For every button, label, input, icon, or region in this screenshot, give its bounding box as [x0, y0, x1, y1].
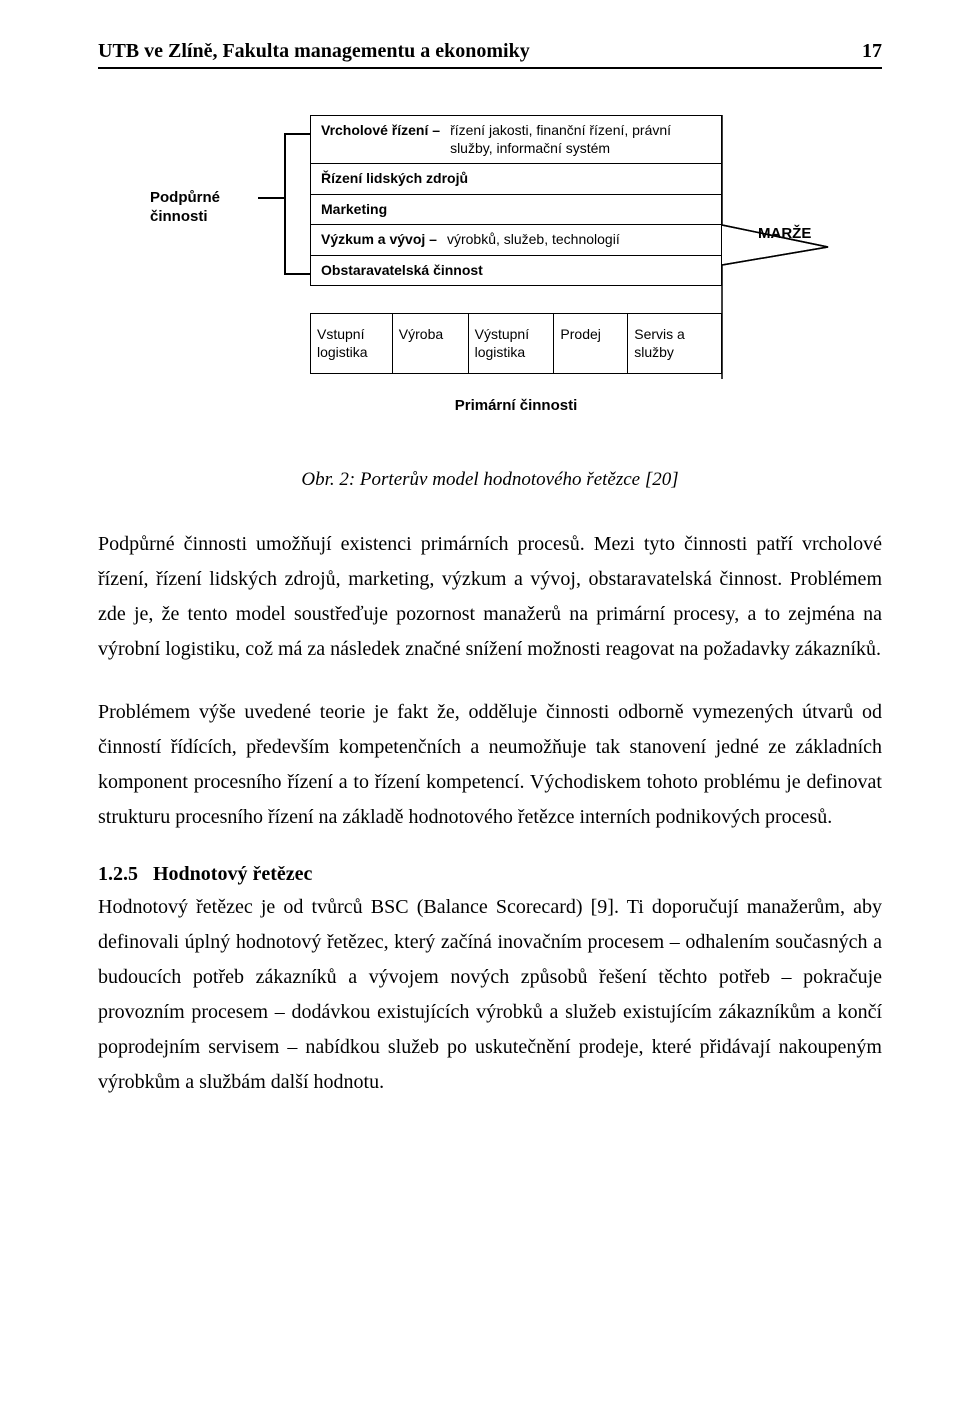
- row-key: Řízení lidských zdrojů: [321, 170, 468, 188]
- page-number: 17: [862, 40, 882, 63]
- connector-line: [258, 197, 286, 199]
- row-val: výrobků, služeb, technologií: [447, 231, 620, 249]
- support-label-line2: činnosti: [150, 208, 208, 225]
- support-row: Výzkum a vývoj – výrobků, služeb, techno…: [311, 225, 721, 256]
- primary-cell: Výroba: [393, 313, 469, 374]
- margin-label: MARŽE: [758, 225, 811, 242]
- support-row: Vrcholové řízení – řízení jakosti, finan…: [311, 116, 721, 164]
- primary-cell: Prodej: [554, 313, 628, 374]
- value-chain-diagram: Podpůrné činnosti Vrcholové řízení – říz…: [150, 97, 830, 457]
- header-institution: UTB ve Zlíně, Fakulta managementu a ekon…: [98, 40, 530, 63]
- section-title: Hodnotový řetězec: [153, 863, 312, 885]
- section-number: 1.2.5: [98, 863, 138, 885]
- row-key: Výzkum a vývoj –: [321, 231, 437, 249]
- primary-cell: Výstupní logistika: [469, 313, 555, 374]
- support-activities-block: Vrcholové řízení – řízení jakosti, finan…: [310, 115, 722, 286]
- row-key: Obstaravatelská činnost: [321, 262, 483, 280]
- connector-line: [284, 273, 310, 275]
- paragraph-3: Hodnotový řetězec je od tvůrců BSC (Bala…: [98, 890, 882, 1100]
- primary-cell: Servis a služby: [628, 313, 722, 374]
- primary-activities-row: Vstupní logistika Výroba Výstupní logist…: [310, 313, 722, 374]
- row-key: Vrcholové řízení –: [321, 122, 440, 157]
- paragraph-2: Problémem výše uvedené teorie je fakt že…: [98, 695, 882, 835]
- figure-caption: Obr. 2: Porterův model hodnotového řetěz…: [98, 469, 882, 491]
- support-row: Marketing: [311, 195, 721, 226]
- connector-line: [284, 197, 286, 273]
- support-row: Obstaravatelská činnost: [311, 256, 721, 286]
- connector-line: [284, 133, 310, 135]
- support-activities-label: Podpůrné činnosti: [150, 189, 260, 227]
- primary-activities-label: Primární činnosti: [310, 397, 722, 414]
- paragraph-1: Podpůrné činnosti umožňují existenci pri…: [98, 527, 882, 667]
- connector-line: [284, 133, 286, 197]
- primary-cell: Vstupní logistika: [311, 313, 393, 374]
- margin-arrow-icon: [710, 115, 840, 379]
- row-val: řízení jakosti, finanční řízení, právní …: [450, 122, 711, 157]
- row-key: Marketing: [321, 201, 387, 219]
- section-heading: 1.2.5 Hodnotový řetězec: [98, 863, 882, 886]
- support-label-line1: Podpůrné: [150, 189, 220, 206]
- support-row: Řízení lidských zdrojů: [311, 164, 721, 195]
- page-header: UTB ve Zlíně, Fakulta managementu a ekon…: [98, 40, 882, 69]
